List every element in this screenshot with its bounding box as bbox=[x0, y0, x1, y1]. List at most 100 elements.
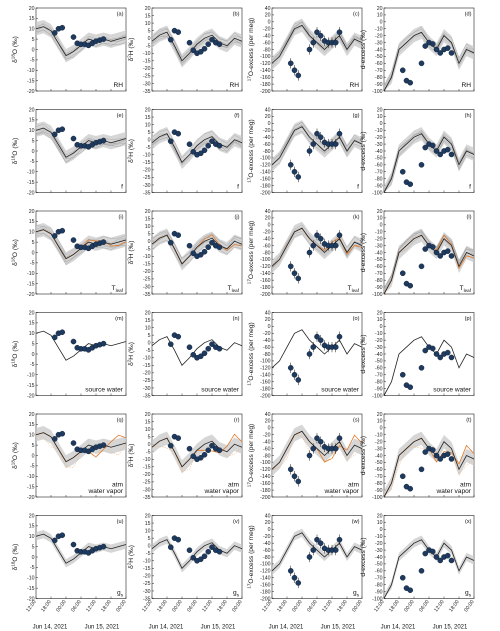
y-tick-label: -30 bbox=[143, 284, 151, 290]
y-tick-label: -80 bbox=[375, 278, 383, 284]
ensemble-line bbox=[151, 134, 243, 164]
panel-label: (x) bbox=[465, 519, 472, 525]
obs-point bbox=[295, 377, 302, 383]
obs-point bbox=[336, 435, 343, 442]
ensemble-line bbox=[383, 136, 475, 193]
y-axis-label: d-excess (‰) bbox=[360, 30, 367, 69]
row-annotation: gs bbox=[465, 590, 472, 598]
y-tick-label: 40 bbox=[265, 412, 271, 418]
panel-O17ex-0: 40200-20-40-60-80-100-120-140-160-180-20… bbox=[247, 6, 363, 95]
obs-point bbox=[295, 174, 302, 180]
model-envelope bbox=[272, 120, 362, 172]
obs-point bbox=[422, 246, 429, 252]
obs-point bbox=[209, 544, 215, 550]
y-tick-label: -5 bbox=[30, 362, 35, 368]
y-tick-label: -35 bbox=[143, 292, 151, 298]
y-tick-label: 20 bbox=[145, 107, 151, 113]
panel-label: (t) bbox=[466, 418, 471, 424]
panel-d18O-1: 20 15 10 5 0 -5 -10 -15 -20 δ18O (‰) (e) f bbox=[11, 107, 127, 196]
obs-point bbox=[332, 445, 339, 452]
obs-point bbox=[429, 345, 436, 352]
y-tick-label: -40 bbox=[375, 555, 383, 561]
obs-point bbox=[336, 29, 343, 36]
obs-point bbox=[51, 30, 58, 36]
model-envelope bbox=[152, 127, 242, 169]
y-tick-label: -35 bbox=[143, 495, 151, 501]
y-tick-label: 10 bbox=[145, 122, 151, 128]
obs-point bbox=[186, 344, 193, 351]
y-axis-label: δ2H (‰) bbox=[127, 342, 136, 366]
panel-d18O-0: 20 15 10 5 0 -5 -10 -15 -20 δ18O (‰) (a) RH bbox=[11, 6, 127, 95]
y-tick-label: 20 bbox=[377, 513, 383, 519]
y-tick-label: -70 bbox=[375, 271, 383, 277]
obs-point bbox=[167, 341, 174, 347]
y-tick-label: -100 bbox=[372, 495, 382, 501]
y-tick-label: -10 bbox=[143, 254, 151, 260]
y-tick-label: 0 bbox=[268, 527, 271, 533]
y-tick-label: 10 bbox=[29, 331, 35, 337]
panel-label: (g) bbox=[353, 113, 360, 119]
y-tick-label: -20 bbox=[143, 269, 151, 275]
row-annotation: water vapor bbox=[324, 488, 360, 495]
obs-point bbox=[418, 466, 425, 473]
y-tick-label: 0 bbox=[380, 426, 383, 432]
row-annotation: atm bbox=[112, 482, 123, 489]
y-tick-label: 0 bbox=[148, 239, 151, 245]
y-tick-label: -40 bbox=[263, 33, 271, 39]
obs-point bbox=[201, 45, 208, 52]
y-tick-label: -50 bbox=[375, 156, 383, 162]
y-tick-label: 10 bbox=[377, 520, 383, 526]
panel-label: (o) bbox=[353, 316, 360, 322]
model-line bbox=[151, 539, 243, 569]
row-annotation: gs bbox=[117, 590, 124, 598]
model-envelope bbox=[272, 424, 362, 476]
obs-point bbox=[437, 354, 444, 361]
y-tick-label: 0 bbox=[32, 555, 35, 561]
row-annotation: f bbox=[121, 184, 123, 191]
ensemble-line bbox=[271, 233, 363, 269]
obs-point bbox=[314, 232, 320, 239]
obs-point bbox=[291, 67, 298, 74]
y-tick-label: 20 bbox=[377, 6, 383, 12]
obs-point bbox=[399, 473, 406, 480]
obs-point bbox=[175, 333, 182, 340]
y-tick-label: -10 bbox=[143, 51, 151, 57]
ensemble-line bbox=[271, 26, 363, 68]
y-tick-label: -60 bbox=[375, 366, 383, 372]
obs-point bbox=[175, 130, 182, 137]
y-tick-label: 5 bbox=[32, 240, 35, 246]
obs-point bbox=[70, 338, 77, 345]
y-axis-label: δ18O (‰) bbox=[11, 442, 20, 469]
y-tick-label: 0 bbox=[268, 324, 271, 330]
obs-point bbox=[59, 532, 66, 539]
x-tick-label: 12:00 bbox=[85, 599, 97, 613]
y-tick-label: 15 bbox=[145, 318, 151, 324]
y-tick-label: -40 bbox=[263, 338, 271, 344]
obs-point bbox=[310, 547, 317, 553]
obs-point bbox=[190, 351, 197, 358]
y-tick-label: -40 bbox=[375, 149, 383, 155]
y-tick-label: -20 bbox=[263, 331, 271, 337]
obs-point bbox=[422, 347, 429, 354]
y-tick-label: -140 bbox=[260, 271, 270, 277]
ensemble-line bbox=[151, 35, 243, 64]
y-axis-label: δ18O (‰) bbox=[11, 544, 20, 571]
y-tick-label: 20 bbox=[29, 6, 35, 12]
row-annotation: gs bbox=[233, 590, 240, 598]
obs-point bbox=[444, 451, 451, 457]
y-tick-label: -70 bbox=[375, 373, 383, 379]
y-tick-label: -80 bbox=[263, 453, 271, 459]
y-tick-label: -60 bbox=[263, 142, 271, 148]
panel-label: (e) bbox=[117, 113, 124, 119]
model-line bbox=[35, 330, 127, 361]
y-tick-label: -20 bbox=[375, 338, 383, 344]
obs-point bbox=[444, 146, 451, 153]
y-tick-label: -90 bbox=[375, 589, 383, 595]
y-axis-label: δ18O (‰) bbox=[11, 239, 20, 266]
obs-point bbox=[287, 365, 294, 371]
y-tick-label: 5 bbox=[32, 443, 35, 449]
x-tick-label: 18:00 bbox=[336, 599, 348, 613]
panel-O17ex-5: 40200-20-40-60-80-100-120-140-160-180-20… bbox=[247, 513, 363, 602]
obs-point bbox=[317, 235, 324, 242]
